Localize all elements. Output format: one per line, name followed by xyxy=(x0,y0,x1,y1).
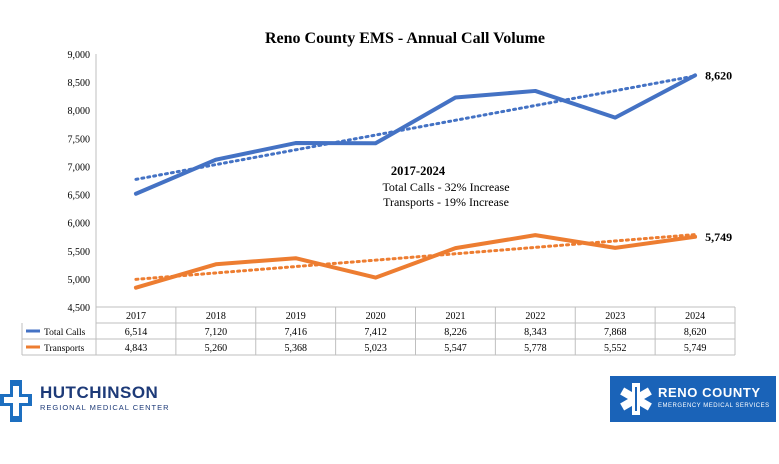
table-cell: 5,552 xyxy=(604,343,627,354)
table-cell: 7,120 xyxy=(205,327,228,338)
x-tick-label: 2019 xyxy=(286,311,306,322)
y-tick-label: 6,500 xyxy=(68,191,91,202)
table-cell: 7,412 xyxy=(364,327,387,338)
table-cell: 5,023 xyxy=(364,343,387,354)
data-point xyxy=(134,286,137,289)
y-tick-label: 7,500 xyxy=(68,134,91,145)
data-point xyxy=(694,74,697,77)
table-cell: 5,547 xyxy=(444,343,467,354)
legend-label: Transports xyxy=(44,344,85,354)
x-tick-label: 2018 xyxy=(206,311,226,322)
data-point xyxy=(454,247,457,250)
hutchinson-name: HUTCHINSON xyxy=(40,383,159,402)
table-cell: 8,343 xyxy=(524,327,547,338)
cross-icon xyxy=(0,380,32,422)
data-point xyxy=(614,116,617,119)
end-data-label: 5,749 xyxy=(705,230,732,244)
reno-county-name: RENO COUNTY xyxy=(658,385,761,400)
axes: 4,500 5,000 5,500 6,000 6,500 7,000 7,500 8,000… xyxy=(68,50,97,314)
annotation-line1: Total Calls - 32% Increase xyxy=(382,180,509,194)
data-point xyxy=(134,192,137,195)
x-tick-label: 2022 xyxy=(525,311,545,322)
x-tick-label: 2024 xyxy=(685,311,705,322)
star-of-life-icon xyxy=(620,383,652,415)
data-point xyxy=(694,235,697,238)
y-tick-label: 6,000 xyxy=(68,219,91,230)
hutchinson-subtitle: REGIONAL MEDICAL CENTER xyxy=(40,403,170,412)
y-tick-label: 9,000 xyxy=(68,50,91,61)
trendline xyxy=(134,233,697,281)
y-tick-label: 8,000 xyxy=(68,106,91,117)
x-tick-label: 2020 xyxy=(366,311,386,322)
end-data-label: 8,620 xyxy=(705,68,732,82)
y-tick-label: 8,500 xyxy=(68,78,91,89)
reno-county-subtitle: EMERGENCY MEDICAL SERVICES xyxy=(658,403,770,409)
trendline xyxy=(134,74,697,181)
x-tick-label: 2023 xyxy=(605,311,625,322)
table-cell: 7,416 xyxy=(284,327,307,338)
data-point xyxy=(294,142,297,145)
table-cell: 5,260 xyxy=(205,343,228,354)
reno-county-ems-logo: RENO COUNTY EMERGENCY MEDICAL SERVICES xyxy=(610,376,776,422)
data-point xyxy=(534,234,537,237)
table-cell: 5,778 xyxy=(524,343,547,354)
legend-label: Total Calls xyxy=(44,328,86,338)
table-cell: 8,620 xyxy=(684,327,707,338)
series-line xyxy=(133,73,698,196)
y-tick-label: 4,500 xyxy=(68,303,91,314)
hutchinson-logo: HUTCHINSON REGIONAL MEDICAL CENTER xyxy=(0,378,200,424)
chart-title: Reno County EMS - Annual Call Volume xyxy=(265,30,545,47)
data-table: 2017 2018 2019 2020 2021 2022 2023 2024 Total Ca… xyxy=(21,306,736,356)
data-point xyxy=(214,263,217,266)
series-line xyxy=(133,233,698,290)
data-point xyxy=(534,89,537,92)
series-layer: 8,620 5,749 xyxy=(133,68,732,290)
table-cell: 5,368 xyxy=(284,343,307,354)
table-cell: 8,226 xyxy=(444,327,467,338)
annotation-heading: 2017-2024 xyxy=(391,164,446,178)
table-cell: 7,868 xyxy=(604,327,627,338)
y-tick-label: 7,000 xyxy=(68,162,91,173)
x-tick-label: 2017 xyxy=(126,311,146,322)
y-tick-label: 5,000 xyxy=(68,275,91,286)
annotation: 2017-2024 Total Calls - 32% Increase Tra… xyxy=(382,164,509,209)
table-cell: 6,514 xyxy=(125,327,148,338)
x-tick-label: 2021 xyxy=(445,311,465,322)
y-tick-label: 5,500 xyxy=(68,247,91,258)
table-cell: 5,749 xyxy=(684,343,707,354)
table-cell: 4,843 xyxy=(125,343,148,354)
data-point xyxy=(374,142,377,145)
data-point xyxy=(614,246,617,249)
data-point xyxy=(294,257,297,260)
annotation-line2: Transports - 19% Increase xyxy=(383,195,509,209)
data-point xyxy=(454,96,457,99)
data-point xyxy=(214,158,217,161)
data-point xyxy=(374,276,377,279)
